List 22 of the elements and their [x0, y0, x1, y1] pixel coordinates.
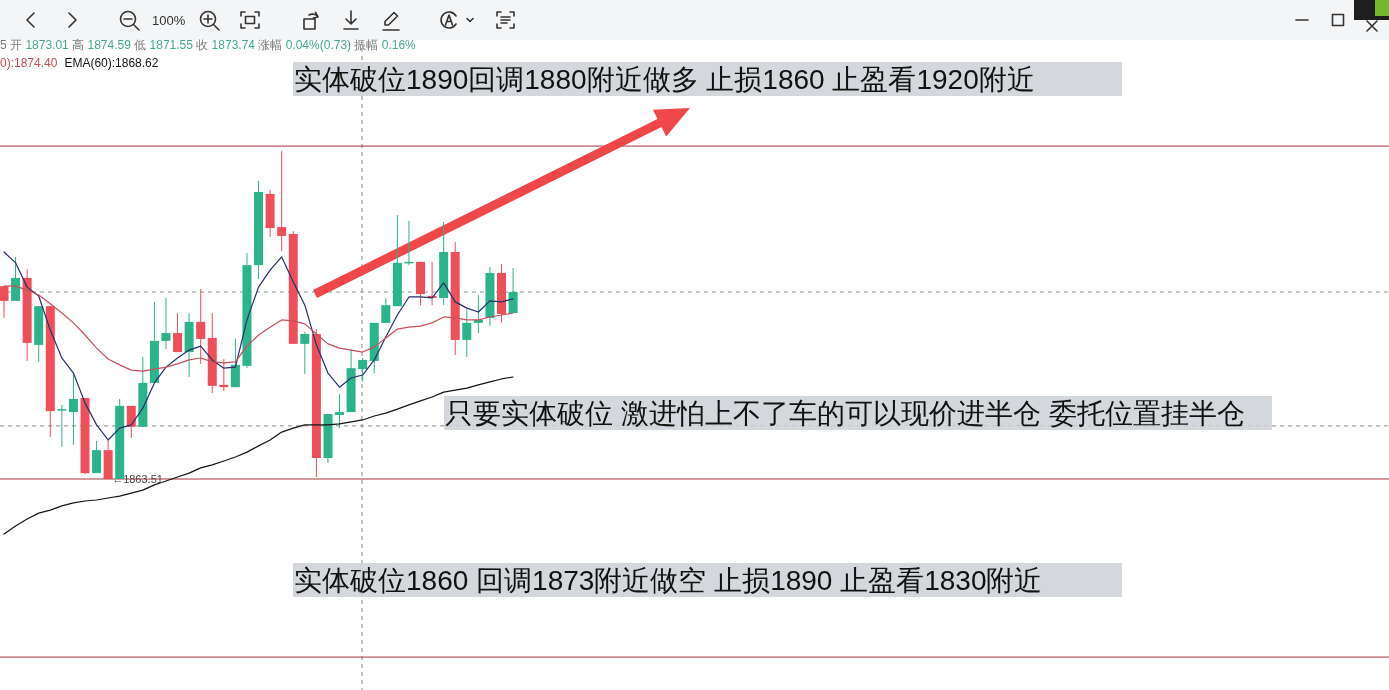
candlestick	[57, 404, 67, 448]
text: 0):1874.40	[0, 56, 58, 70]
candlestick	[358, 357, 368, 383]
text: 实体破位1890回调1880附近做多 止损1860 止盈看1920附近	[294, 64, 1035, 95]
candlestick	[300, 331, 310, 375]
annotation: ←1863.51	[112, 473, 163, 485]
candlestick	[196, 288, 206, 365]
candlestick	[381, 297, 391, 324]
candlestick	[11, 256, 21, 302]
candlestick	[462, 308, 472, 358]
candlestick	[277, 150, 287, 252]
text: 5 开 1873.01 高 1874.59 低 1871.55 收 1873.74 涨幅 0.04%(0.73) 振幅 0.16%	[0, 38, 416, 52]
candlestick	[161, 297, 171, 350]
text: 100%	[152, 13, 186, 28]
text: EMA(60):1868.62	[64, 56, 159, 70]
candlestick	[335, 393, 345, 429]
text: 实体破位1860 回调1873附近做空 止损1890 止盈看1830附近	[294, 565, 1043, 596]
candlestick	[0, 285, 9, 319]
candlestick	[92, 440, 102, 474]
candlestick	[173, 312, 183, 353]
candlestick	[68, 374, 78, 446]
annotation: 只要实体破位 激进怕上不了车的可以现价进半仓 委托位置挂半仓	[445, 398, 1245, 429]
